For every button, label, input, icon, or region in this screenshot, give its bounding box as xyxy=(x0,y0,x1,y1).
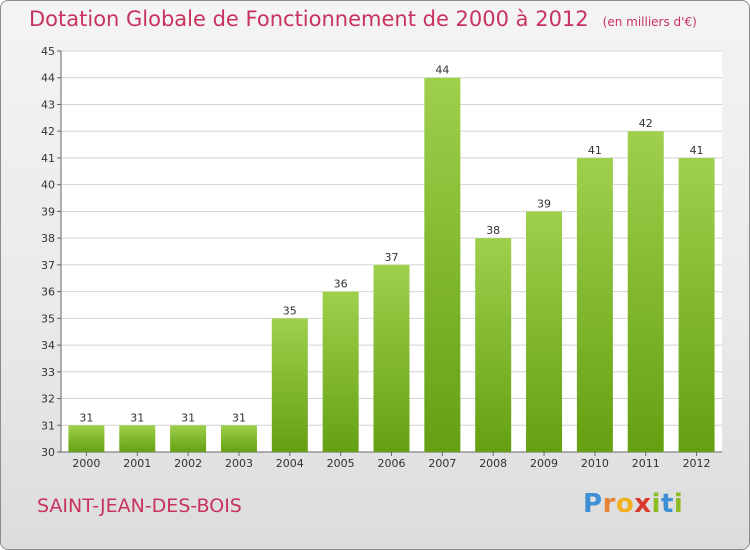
bar xyxy=(170,425,207,452)
y-tick-label: 30 xyxy=(41,446,55,459)
y-tick-label: 38 xyxy=(41,232,55,245)
bar-value-label: 31 xyxy=(181,411,195,424)
y-tick-label: 32 xyxy=(41,393,55,406)
bar xyxy=(526,211,563,452)
bar-value-label: 37 xyxy=(385,251,399,264)
bar-value-label: 31 xyxy=(130,411,144,424)
x-tick-label: 2000 xyxy=(72,457,100,470)
logo-letter: i xyxy=(651,489,661,519)
x-tick-label: 2003 xyxy=(225,457,253,470)
bar xyxy=(119,425,156,452)
bar xyxy=(424,77,461,452)
x-tick-label: 2012 xyxy=(683,457,711,470)
bar-value-label: 42 xyxy=(639,117,653,130)
x-tick-label: 2004 xyxy=(276,457,304,470)
place-name: SAINT-JEAN-DES-BOIS xyxy=(37,495,242,517)
logo-letter: P xyxy=(583,489,603,519)
y-tick-label: 34 xyxy=(41,339,55,352)
logo-letter: t xyxy=(660,489,674,519)
y-tick-label: 41 xyxy=(41,152,55,165)
bar xyxy=(322,291,359,452)
title-unit: (en milliers d'€) xyxy=(602,15,697,29)
x-tick-label: 2010 xyxy=(581,457,609,470)
bar xyxy=(576,157,613,452)
y-tick-label: 40 xyxy=(41,179,55,192)
x-tick-label: 2001 xyxy=(123,457,151,470)
bar xyxy=(68,425,105,452)
bar xyxy=(373,264,410,452)
y-tick-label: 45 xyxy=(41,45,55,58)
bar xyxy=(220,425,257,452)
y-tick-label: 35 xyxy=(41,312,55,325)
logo-letter: i xyxy=(673,489,684,519)
chart-title: Dotation Globale de Fonctionnement de 20… xyxy=(29,7,697,31)
bar-value-label: 39 xyxy=(537,197,551,210)
y-tick-label: 43 xyxy=(41,98,55,111)
logo-letter: r xyxy=(602,489,616,519)
proxiti-logo: Proxiti xyxy=(583,489,683,519)
title-text: Dotation Globale de Fonctionnement de 20… xyxy=(29,7,589,31)
y-tick-label: 39 xyxy=(41,205,55,218)
bar-value-label: 31 xyxy=(232,411,246,424)
bar-value-label: 44 xyxy=(435,64,449,77)
x-tick-label: 2005 xyxy=(327,457,355,470)
bar-value-label: 38 xyxy=(486,224,500,237)
x-tick-label: 2006 xyxy=(378,457,406,470)
y-tick-label: 42 xyxy=(41,125,55,138)
x-tick-label: 2011 xyxy=(632,457,660,470)
y-tick-label: 33 xyxy=(41,366,55,379)
bar xyxy=(271,318,308,452)
y-tick-label: 31 xyxy=(41,419,55,432)
x-tick-label: 2008 xyxy=(479,457,507,470)
bar-value-label: 36 xyxy=(334,278,348,291)
x-tick-label: 2007 xyxy=(428,457,456,470)
y-tick-label: 36 xyxy=(41,286,55,299)
bar-value-label: 41 xyxy=(588,144,602,157)
x-tick-label: 2002 xyxy=(174,457,202,470)
y-tick-label: 44 xyxy=(41,72,55,85)
y-tick-label: 37 xyxy=(41,259,55,272)
bar-value-label: 35 xyxy=(283,304,297,317)
bar-value-label: 41 xyxy=(690,144,704,157)
logo-letter: o xyxy=(615,489,635,519)
bar xyxy=(475,238,512,452)
logo-letter: x xyxy=(634,489,652,519)
bar-value-label: 31 xyxy=(79,411,93,424)
bar xyxy=(627,131,664,452)
x-tick-label: 2009 xyxy=(530,457,558,470)
bar xyxy=(678,157,715,452)
